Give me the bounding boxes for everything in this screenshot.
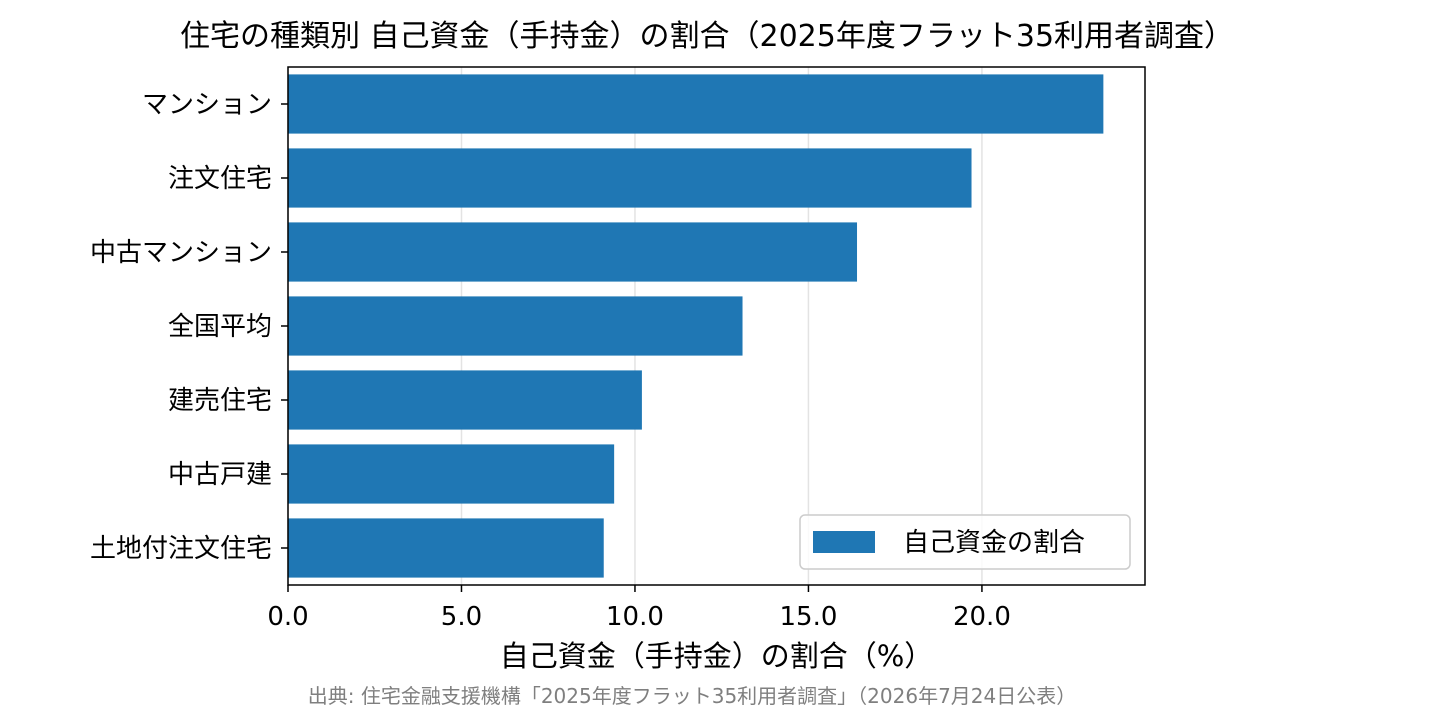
x-axis: 0.0 5.0 10.0 15.0 20.0 — [267, 585, 1011, 632]
bar — [288, 296, 743, 356]
bar — [288, 74, 1104, 134]
x-tick-label: 20.0 — [953, 602, 1011, 632]
y-tick-label: 注文住宅 — [168, 164, 272, 194]
bars — [288, 74, 1104, 578]
y-tick-label: 全国平均 — [168, 312, 272, 342]
y-tick-label: 建売住宅 — [168, 386, 272, 416]
bar — [288, 148, 972, 208]
x-tick-label: 0.0 — [267, 602, 308, 632]
x-tick-label: 5.0 — [441, 602, 482, 632]
bar — [288, 370, 642, 430]
bar — [288, 518, 604, 578]
legend-box — [799, 514, 1131, 570]
x-axis-label: 自己資金（手持金）の割合（%） — [500, 639, 934, 673]
y-tick-label: 中古戸建 — [168, 460, 272, 490]
y-tick-label: 土地付注文住宅 — [90, 534, 272, 564]
legend-swatch — [813, 531, 875, 553]
x-tick-label: 10.0 — [606, 602, 664, 632]
bar — [288, 222, 858, 282]
y-tick-label: 中古マンション — [90, 238, 272, 268]
bar — [288, 444, 615, 504]
y-tick-label: マンション — [142, 90, 272, 120]
source-note: 出典: 住宅金融支援機構「2025年度フラット35利用者調査」（2026年7月2… — [308, 684, 1077, 708]
chart-title: 住宅の種類別 自己資金（手持金）の割合（2025年度フラット35利用者調査） — [180, 19, 1234, 54]
x-tick-label: 15.0 — [780, 602, 838, 632]
legend: 自己資金の割合 — [799, 514, 1131, 570]
legend-label: 自己資金の割合 — [903, 528, 1085, 558]
